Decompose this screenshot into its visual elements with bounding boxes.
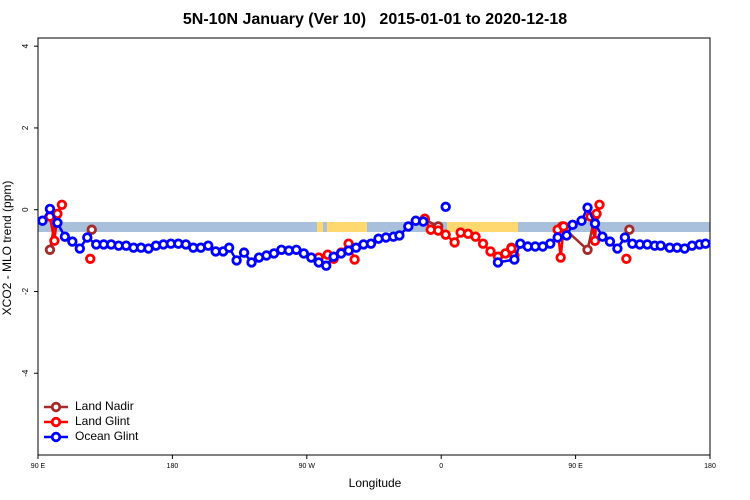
data-point bbox=[85, 253, 96, 264]
data-point bbox=[594, 199, 605, 210]
data-point bbox=[37, 215, 48, 226]
data-point bbox=[246, 257, 257, 268]
ocean-band bbox=[38, 222, 710, 232]
data-point bbox=[365, 238, 377, 249]
legend-label: Land Glint bbox=[75, 414, 130, 428]
data-point bbox=[700, 238, 711, 249]
x-tick-label: 90 E bbox=[568, 463, 583, 470]
legend-marker bbox=[50, 416, 62, 428]
data-point bbox=[558, 221, 569, 232]
data-point bbox=[555, 252, 566, 263]
data-point bbox=[591, 208, 602, 219]
y-tick-label: 0 bbox=[21, 207, 30, 212]
data-point bbox=[52, 217, 63, 228]
data-point bbox=[349, 254, 360, 265]
data-point bbox=[56, 199, 68, 210]
data-point bbox=[44, 203, 56, 215]
data-point bbox=[231, 255, 242, 266]
data-point bbox=[298, 248, 310, 259]
data-point bbox=[86, 224, 97, 235]
data-point bbox=[82, 232, 93, 243]
data-point bbox=[604, 236, 616, 247]
data-point bbox=[619, 232, 631, 243]
data-point bbox=[485, 246, 496, 257]
data-point bbox=[418, 216, 429, 227]
chart-title: 5N-10N January (Ver 10) 2015-01-01 to 20… bbox=[183, 11, 567, 28]
x-axis-label: Longitude bbox=[349, 476, 402, 490]
plot-frame bbox=[37, 37, 711, 456]
data-point bbox=[470, 231, 481, 242]
legend-marker bbox=[50, 401, 62, 413]
data-point bbox=[67, 236, 78, 247]
legend-label: Land Nadir bbox=[75, 399, 134, 413]
x-tick-label: 90 W bbox=[299, 463, 316, 470]
data-point bbox=[403, 221, 414, 232]
data-point bbox=[545, 238, 556, 249]
data-point bbox=[655, 240, 666, 251]
data-point bbox=[509, 254, 520, 265]
data-point bbox=[59, 231, 71, 242]
y-tick-label: -4 bbox=[21, 369, 30, 377]
data-point bbox=[576, 215, 587, 226]
data-point bbox=[552, 232, 563, 243]
y-axis-label: XCO2 - MLO trend (ppm) bbox=[0, 181, 14, 316]
data-point bbox=[624, 224, 635, 235]
land-band bbox=[327, 222, 367, 232]
data-point bbox=[477, 238, 489, 249]
data-point bbox=[203, 240, 214, 251]
data-point bbox=[582, 202, 593, 213]
data-point bbox=[44, 244, 56, 255]
data-point bbox=[597, 231, 608, 242]
land-band bbox=[317, 222, 323, 232]
surface-strip bbox=[38, 222, 710, 232]
data-point bbox=[492, 257, 504, 268]
data-point bbox=[567, 219, 578, 231]
data-point bbox=[49, 235, 60, 246]
legend-label: Ocean Glint bbox=[75, 429, 139, 443]
x-tick-label: 90 E bbox=[31, 463, 46, 470]
data-point bbox=[74, 243, 86, 254]
data-point bbox=[306, 252, 317, 263]
data-point bbox=[582, 244, 593, 255]
data-point bbox=[394, 230, 405, 241]
data-point bbox=[223, 242, 235, 253]
data-point bbox=[440, 229, 451, 240]
data-point bbox=[589, 235, 601, 246]
data-point bbox=[449, 237, 460, 248]
x-tick-label: 180 bbox=[167, 463, 179, 470]
data-point bbox=[238, 247, 250, 258]
land-band bbox=[447, 222, 518, 232]
x-tick-label: 0 bbox=[439, 463, 443, 470]
x-tick-label: 180 bbox=[704, 463, 716, 470]
y-tick-label: 4 bbox=[21, 43, 30, 48]
data-point bbox=[589, 218, 601, 229]
y-tick-label: -2 bbox=[21, 287, 30, 295]
data-point bbox=[621, 253, 632, 264]
data-point bbox=[612, 243, 623, 254]
data-point bbox=[321, 260, 332, 271]
data-point bbox=[561, 230, 572, 241]
y-tick-label: 2 bbox=[21, 125, 30, 130]
data-point bbox=[440, 201, 451, 213]
data-point bbox=[433, 225, 444, 236]
legend-marker bbox=[50, 431, 62, 443]
